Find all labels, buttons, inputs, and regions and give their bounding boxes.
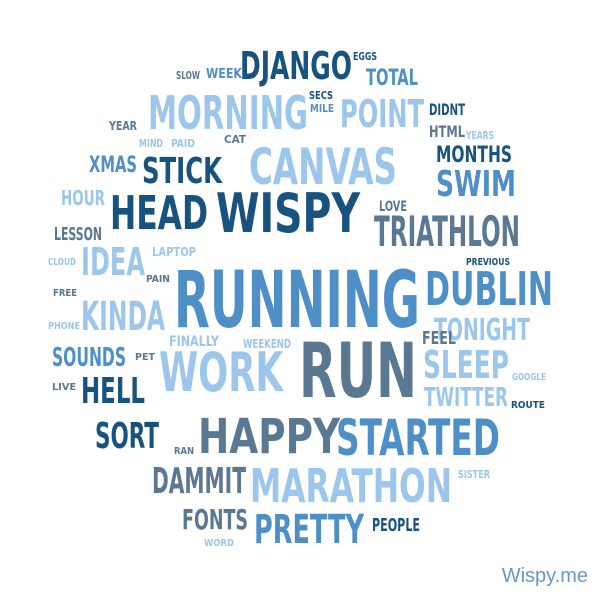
- word-months: MONTHS: [436, 143, 512, 168]
- word-mind: MIND: [139, 137, 163, 150]
- word-phone: PHONE: [48, 321, 80, 332]
- word-running: RUNNING: [174, 256, 420, 346]
- word-laptop: LAPTOP: [152, 245, 196, 259]
- word-eggs: EGGS: [353, 50, 377, 63]
- word-mile: MILE: [310, 102, 334, 115]
- word-secs: SECS: [309, 89, 333, 102]
- word-total: TOTAL: [366, 66, 418, 91]
- word-happy: HAPPY: [198, 409, 341, 465]
- word-route: ROUTE: [511, 400, 545, 411]
- word-canvas: CANVAS: [249, 138, 397, 196]
- word-head: HEAD: [110, 186, 208, 240]
- word-sister: SISTER: [458, 468, 490, 481]
- word-triathlon: TRIATHLON: [374, 207, 520, 256]
- word-started: STARTED: [336, 409, 500, 467]
- word-pretty: PRETTY: [254, 507, 365, 553]
- word-morning: MORNING: [148, 86, 308, 140]
- word-sounds: SOUNDS: [52, 343, 126, 373]
- word-html: HTML: [429, 122, 465, 141]
- word-sleep: SLEEP: [423, 343, 509, 387]
- word-hell: HELL: [81, 371, 145, 412]
- word-point: POINT: [340, 92, 424, 136]
- word-lesson: LESSON: [54, 224, 102, 245]
- word-xmas: XMAS: [89, 153, 137, 178]
- word-week: WEEK: [206, 67, 243, 82]
- word-wispy: WISPY: [216, 182, 361, 245]
- word-hour: HOUR: [61, 186, 105, 210]
- word-people: PEOPLE: [372, 515, 420, 536]
- word-cloud: CLOUD: [48, 257, 76, 268]
- word-fonts: FONTS: [182, 503, 248, 536]
- word-dublin: DUBLIN: [425, 262, 553, 316]
- word-sort: SORT: [95, 416, 159, 457]
- word-free: FREE: [53, 288, 77, 299]
- word-years: YEARS: [465, 129, 494, 142]
- word-kinda: KINDA: [81, 294, 165, 340]
- word-pet: PET: [135, 352, 156, 363]
- word-previous: PREVIOUS: [466, 257, 510, 268]
- word-django: DJANGO: [240, 44, 352, 88]
- word-tonight: TONIGHT: [434, 313, 530, 348]
- word-run: RUN: [299, 326, 417, 415]
- word-finally: FINALLY: [169, 334, 220, 350]
- word-year: YEAR: [108, 119, 137, 133]
- word-swim: SWIM: [436, 164, 516, 205]
- word-twitter: TWITTER: [424, 383, 508, 413]
- word-idea: IDEA: [81, 240, 145, 284]
- word-weekend: WEEKEND: [243, 337, 291, 351]
- word-word: WORD: [204, 538, 234, 549]
- word-slow: SLOW: [176, 69, 200, 82]
- word-love: LOVE: [379, 199, 407, 215]
- word-google: GOOGLE: [512, 372, 546, 383]
- word-work: WORK: [159, 341, 285, 404]
- word-feel: FEEL: [422, 328, 456, 349]
- brand-watermark: Wispy.me: [501, 565, 588, 587]
- word-stick: STICK: [142, 151, 223, 192]
- word-live: LIVE: [52, 382, 76, 393]
- word-dammit: DAMMIT: [152, 461, 246, 502]
- word-marathon: MARATHON: [250, 459, 452, 513]
- word-ran: RAN: [174, 446, 194, 457]
- word-paid: PAID: [171, 137, 195, 150]
- word-cat: CAT: [224, 133, 246, 146]
- word-didnt: DIDNT: [429, 100, 465, 119]
- word-pain: PAIN: [146, 274, 170, 285]
